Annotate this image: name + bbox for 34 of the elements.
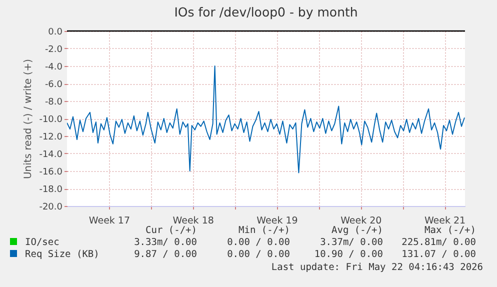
text: 131.07 / 0.00 xyxy=(400,249,476,261)
x-tick-label: Week 19 xyxy=(256,216,298,226)
y-tick-label: -20.0 xyxy=(39,202,63,212)
text: Max (-/+) xyxy=(424,225,476,237)
x-tick-label: Week 21 xyxy=(424,216,466,226)
text: 10.90 / 0.00 xyxy=(313,249,383,261)
y-tick-label: 0.0 xyxy=(48,28,63,38)
y-tick-label: -4.0 xyxy=(44,62,63,72)
chart-title: IOs for /dev/loop0 - by month xyxy=(174,4,358,20)
y-tick-label: -10.0 xyxy=(39,115,63,125)
y-tick-label: -2.0 xyxy=(44,45,63,55)
y-tick-label: -18.0 xyxy=(39,185,63,195)
text: 0.00 / 0.00 xyxy=(226,237,290,249)
text: Min (-/+) xyxy=(238,225,290,237)
text: Last update: Fri May 22 04:16:43 2026 xyxy=(271,262,483,274)
legend-label: Req Size (KB) xyxy=(24,249,100,261)
x-tick-label: Week 20 xyxy=(340,216,382,226)
text: Avg (-/+) xyxy=(330,225,383,237)
y-tick-label: -6.0 xyxy=(44,80,63,90)
text: 3.33m/ 0.00 xyxy=(133,237,197,249)
text: 0.00 / 0.00 xyxy=(226,249,290,261)
x-tick-label: Week 17 xyxy=(88,216,130,226)
y-tick-label: -16.0 xyxy=(39,168,63,178)
y-axis-title: Units read (-) / write (+) xyxy=(23,58,34,180)
text: Cur (-/+) xyxy=(144,225,197,237)
text: 3.37m/ 0.00 xyxy=(319,237,383,249)
y-tick-label: -14.0 xyxy=(39,150,63,160)
text: 225.81m/ 0.00 xyxy=(400,237,476,249)
y-tick-label: -12.0 xyxy=(39,132,63,142)
line-series xyxy=(67,66,465,174)
y-tick-label: -8.0 xyxy=(44,98,63,108)
x-tick-label: Week 18 xyxy=(172,216,214,226)
text: 9.87 / 0.00 xyxy=(133,249,197,261)
legend-label: IO/sec xyxy=(24,237,60,249)
